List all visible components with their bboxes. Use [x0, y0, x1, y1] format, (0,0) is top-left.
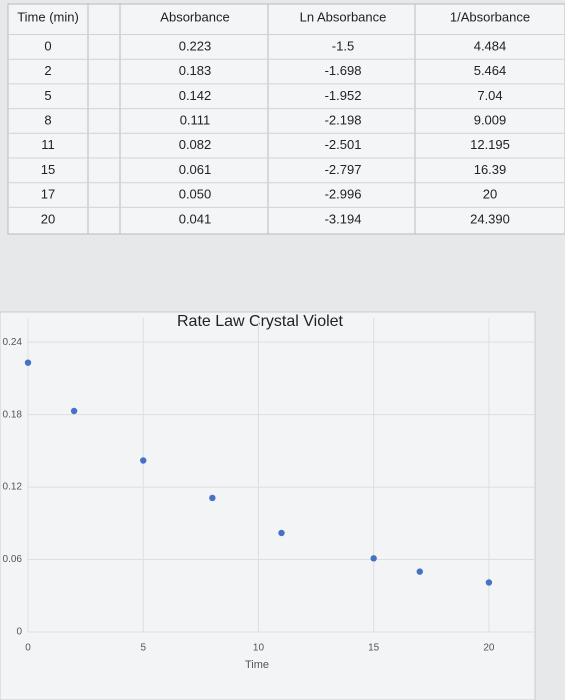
- table-cell: -1.952: [325, 88, 362, 103]
- chart-frame: [0, 311, 536, 700]
- table-cell: 20: [483, 187, 497, 202]
- x-tick-label: 15: [368, 643, 380, 654]
- table-cell: 0.041: [179, 211, 212, 226]
- table-cell: 16.39: [474, 162, 507, 177]
- table-cell: 5: [44, 88, 51, 103]
- table-cell: 0.050: [179, 187, 212, 202]
- table-header: Time (min): [17, 9, 79, 24]
- table-cell: 0.061: [179, 162, 212, 177]
- table-cell: 12.195: [470, 137, 510, 152]
- table-cell: 0.223: [179, 38, 212, 53]
- x-tick-label: 5: [140, 643, 146, 654]
- table-cell: 2: [44, 63, 51, 78]
- data-point: [24, 359, 32, 366]
- table-cell: 8: [44, 113, 51, 128]
- table-cell: 0.082: [179, 137, 212, 152]
- table-cell: -2.198: [325, 113, 362, 128]
- data-point: [370, 555, 377, 562]
- table-cell: 11: [41, 137, 55, 152]
- table-cell: 15: [41, 162, 55, 177]
- table-frame: [7, 3, 565, 235]
- table-cell: 7.04: [477, 88, 502, 103]
- table-header: 1/Absorbance: [450, 9, 530, 24]
- x-tick-label: 0: [25, 643, 31, 654]
- table-cell: -2.797: [325, 162, 362, 177]
- data-point: [416, 568, 423, 575]
- y-tick-label: 0.12: [3, 482, 23, 493]
- table-cell: 9.009: [474, 113, 507, 128]
- table-header: Absorbance: [160, 9, 229, 24]
- x-axis-label: Time: [245, 659, 269, 671]
- data-point: [209, 494, 216, 502]
- table-cell: -2.501: [325, 137, 362, 152]
- table-cell: 5.464: [474, 63, 507, 78]
- table-cell: 0: [44, 38, 51, 53]
- table-cell: -3.194: [325, 211, 362, 226]
- x-tick-label: 10: [253, 643, 265, 654]
- x-tick-label: 20: [483, 643, 495, 654]
- y-tick-label: 0.24: [3, 337, 23, 348]
- data-point: [140, 457, 147, 464]
- table-cell: 20: [41, 211, 55, 226]
- table-cell: 0.142: [179, 88, 212, 103]
- data-point: [485, 579, 493, 586]
- y-tick-label: 0: [16, 627, 22, 638]
- table-cell: 17: [41, 187, 55, 202]
- table-cell: -1.698: [325, 63, 362, 78]
- table-header: Ln Absorbance: [300, 9, 387, 24]
- table-cell: 0.111: [180, 113, 211, 128]
- data-point: [70, 407, 78, 415]
- y-tick-label: 0.18: [3, 409, 23, 420]
- data-point: [278, 529, 285, 537]
- y-tick-label: 0.06: [3, 554, 23, 565]
- table-cell: 4.484: [474, 38, 507, 53]
- table-cell: 0.183: [179, 63, 212, 78]
- table-cell: -1.5: [332, 38, 354, 53]
- chart-title: Rate Law Crystal Violet: [177, 313, 344, 330]
- table-cell: 24.390: [470, 211, 510, 226]
- table-cell: -2.996: [325, 187, 362, 202]
